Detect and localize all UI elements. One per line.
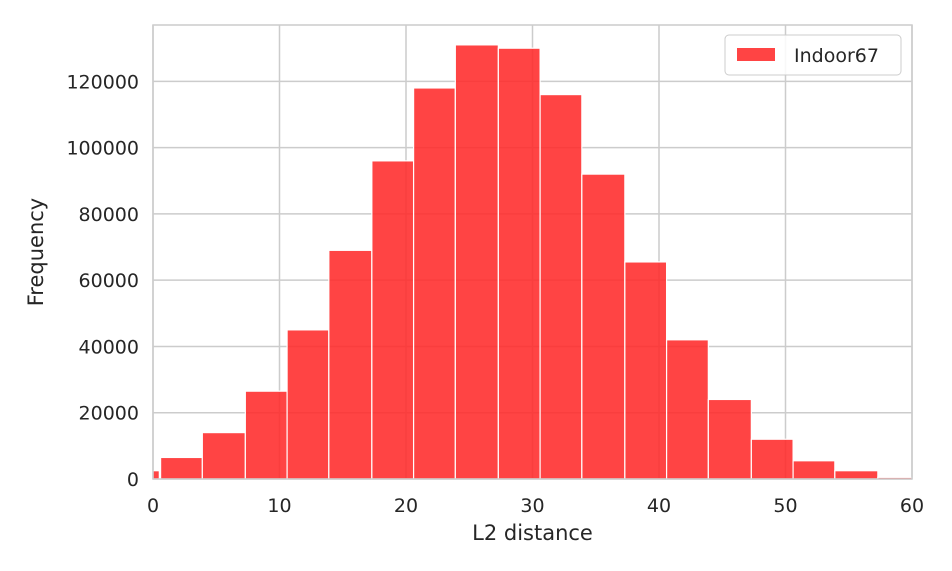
histogram-bars [152, 44, 913, 480]
histogram-bar [286, 329, 330, 480]
histogram-bar [581, 173, 626, 480]
y-tick-label: 40000 [79, 336, 139, 358]
x-tick-labels: 0 10 20 30 40 50 60 [147, 495, 924, 517]
histogram-bar [497, 47, 541, 480]
histogram-bar [371, 160, 415, 480]
histogram-bar [201, 432, 246, 480]
histogram-bar [792, 460, 836, 480]
y-tick-label: 60000 [79, 270, 139, 292]
legend: Indoor67 [724, 34, 902, 76]
histogram-bar [834, 470, 879, 480]
y-tick-label: 20000 [79, 403, 139, 425]
y-tick-label: 100000 [66, 138, 139, 160]
histogram-bar [539, 93, 583, 480]
histogram-bar [454, 44, 499, 480]
x-axis-title: L2 distance [472, 521, 593, 545]
y-tick-label: 80000 [79, 204, 139, 226]
histogram-bar [707, 398, 752, 480]
y-tick-label: 120000 [66, 71, 139, 93]
legend-swatch [737, 48, 775, 61]
x-tick-label: 30 [520, 495, 544, 517]
legend-box [724, 34, 902, 76]
histogram-bar [665, 339, 709, 480]
x-tick-label: 0 [147, 495, 159, 517]
x-tick-label: 40 [647, 495, 671, 517]
x-tick-label: 50 [773, 495, 797, 517]
histogram-bar [328, 249, 373, 480]
histogram-bar [152, 470, 160, 480]
y-tick-label: 0 [127, 469, 139, 491]
histogram-bar [624, 261, 668, 480]
histogram-bar [244, 390, 288, 480]
histogram-bar [750, 438, 794, 480]
plot-frame [152, 24, 913, 480]
y-tick-labels: 0 20000 40000 60000 80000 100000 120000 [66, 71, 139, 491]
x-tick-label: 20 [394, 495, 418, 517]
x-tick-label: 60 [900, 495, 924, 517]
legend-label: Indoor67 [794, 45, 879, 67]
histogram-bar [412, 87, 456, 480]
y-axis-title: Frequency [24, 198, 48, 307]
histogram-bar [159, 456, 203, 480]
x-tick-label: 10 [267, 495, 291, 517]
